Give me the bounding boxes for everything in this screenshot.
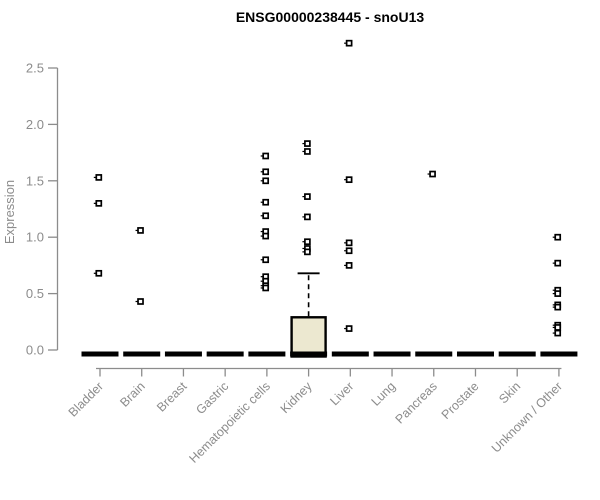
y-tick-label: 1.5 (26, 173, 44, 188)
outlier-point (304, 140, 311, 147)
y-tick-label: 2.0 (26, 117, 44, 132)
x-tick-label-prostate: Prostate (439, 379, 482, 422)
outlier-point (304, 148, 311, 155)
y-tick-label: 2.5 (26, 61, 44, 76)
outlier-point (137, 227, 144, 234)
outlier-point (262, 256, 270, 264)
outlier-point (262, 198, 270, 206)
zero-bar-brain (123, 351, 161, 357)
x-tick-label-bladder: Bladder (66, 379, 106, 419)
zero-bar-liver (331, 351, 369, 357)
zero-bar-hematopoietic-cells (248, 351, 286, 357)
zero-bar-gastric (206, 351, 244, 357)
outlier-point (262, 177, 270, 185)
outlier-point (137, 298, 144, 305)
outlier-point (304, 213, 311, 221)
plot-area: 0.0 0.5 1.0 1.5 2.0 2.5 Bladder Brain Breast Gast… (26, 39, 578, 466)
outlier-point (262, 284, 270, 292)
x-tick-label-skin: Skin (496, 379, 523, 406)
y-tick-label: 1.0 (26, 230, 44, 245)
outlier-point (262, 168, 270, 176)
outlier-point (262, 212, 270, 220)
outlier-point (345, 247, 353, 255)
outlier-point (554, 290, 562, 297)
outlier-point (345, 239, 353, 247)
zero-bar-kidney (290, 351, 328, 357)
chart-title: ENSG00000238445 - snoU13 (236, 9, 425, 25)
x-tick-label-brain: Brain (117, 379, 148, 410)
outlier-point (95, 200, 103, 207)
outlier-point (345, 262, 353, 269)
outlier-point (304, 248, 311, 256)
zero-bar-pancreas (415, 351, 453, 357)
outlier-point (262, 152, 270, 160)
outlier-point (429, 170, 436, 178)
x-tick-label-unknown-other: Unknown / Other (489, 379, 565, 455)
zero-bar-breast (164, 351, 202, 357)
y-tick-label: 0.0 (26, 343, 44, 358)
x-tick-label-breast: Breast (154, 379, 190, 415)
box-kidney (290, 316, 327, 358)
x-tick-label-gastric: Gastric (193, 379, 231, 417)
outlier-point (345, 325, 353, 332)
zero-bar-bladder (81, 351, 119, 357)
zero-bar-skin (498, 351, 536, 357)
outlier-point (345, 39, 353, 47)
x-tick-label-kidney: Kidney (278, 379, 315, 416)
outlier-point (554, 233, 562, 241)
zero-bar-prostate (456, 351, 494, 357)
outlier-point (95, 174, 103, 181)
outlier-point (304, 193, 311, 200)
x-tick-label-hematopoietic-cells: Hematopoietic cells (186, 379, 273, 466)
outlier-point (345, 176, 353, 184)
x-tick-label-lung: Lung (369, 379, 399, 409)
outlier-point (262, 232, 270, 240)
outlier-point (554, 324, 562, 331)
y-tick-label: 0.5 (26, 286, 44, 301)
x-tick-label-liver: Liver (327, 379, 356, 408)
outlier-point (95, 269, 103, 277)
outlier-point (554, 259, 562, 267)
outlier-point (554, 329, 562, 337)
outlier-point (304, 238, 311, 246)
y-axis-title: Expression (2, 180, 17, 244)
x-tick-label-pancreas: Pancreas (393, 379, 440, 426)
outlier-point (554, 303, 562, 311)
zero-bar-unknown-other (540, 351, 578, 357)
zero-bar-lung (373, 351, 411, 357)
